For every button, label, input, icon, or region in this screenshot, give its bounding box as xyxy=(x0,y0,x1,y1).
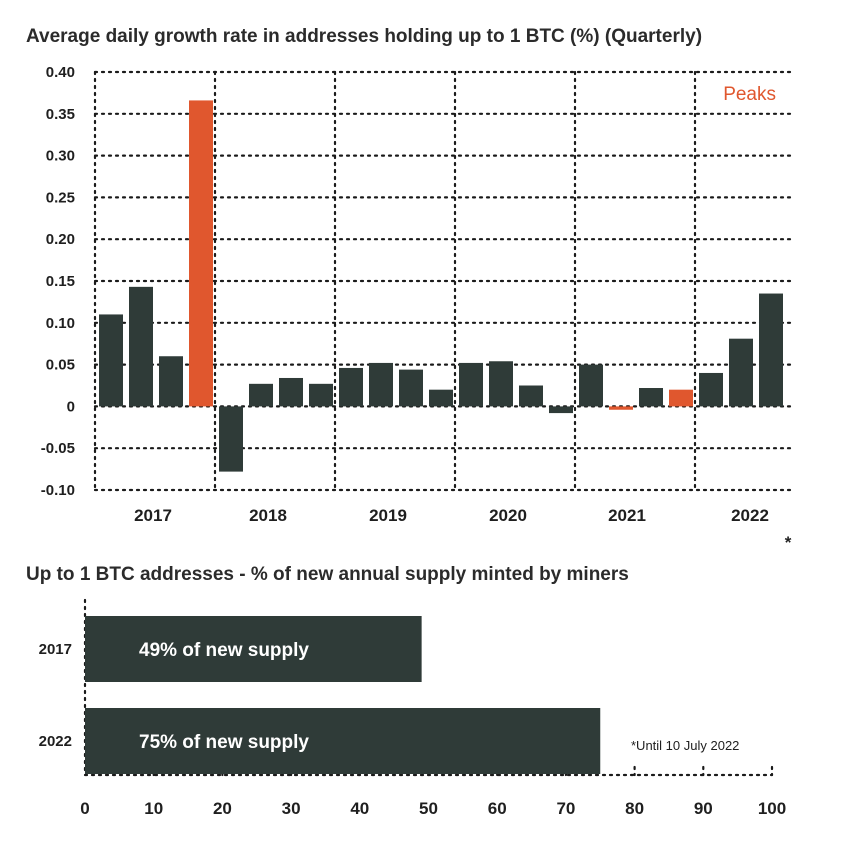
bar-2022-q2 xyxy=(729,338,753,407)
y-tick-label: 0.30 xyxy=(46,148,75,165)
y-tick-label: 0.10 xyxy=(46,315,75,332)
chart-1-bars xyxy=(99,100,783,472)
bar-2017-q3 xyxy=(159,356,183,407)
x-tick-label: 2018 xyxy=(249,506,287,525)
bar-2021-q3 xyxy=(639,388,663,407)
bar-2020-q4 xyxy=(549,406,573,414)
y-tick-label: 0 xyxy=(67,398,75,415)
y-tick-label: 0.15 xyxy=(46,273,75,290)
bar-2021-q2 xyxy=(609,406,633,410)
x-tick-label: 50 xyxy=(419,799,438,818)
x-tick-label: 10 xyxy=(144,799,163,818)
hbar-label: 49% of new supply xyxy=(139,640,309,661)
bar-2020-q1 xyxy=(459,362,483,407)
bar-2021-q4 xyxy=(669,389,693,407)
bar-2017-q4 xyxy=(189,100,213,407)
bar-2017-q2 xyxy=(129,286,153,407)
bar-2019-q4 xyxy=(429,389,453,407)
chart-2-bars: 49% of new supply 2017 75% of new supply 20… xyxy=(39,616,601,774)
chart-1-title: Average daily growth rate in addresses h… xyxy=(26,26,702,47)
x-tick-label: 30 xyxy=(282,799,301,818)
bar-2019-q1 xyxy=(339,367,363,407)
y-category-label: 2017 xyxy=(39,641,72,658)
chart-2-title: Up to 1 BTC addresses - % of new annual … xyxy=(26,564,629,585)
bar-2019-q3 xyxy=(399,369,423,407)
bar-2019-q2 xyxy=(369,362,393,407)
bar-2017-q1 xyxy=(99,314,123,407)
bar-2018-q4 xyxy=(309,383,333,407)
x-tick-label: 40 xyxy=(350,799,369,818)
chart-1-peaks-legend: Peaks xyxy=(723,84,776,105)
y-tick-label: 0.25 xyxy=(46,189,75,206)
x-tick-label: 2019 xyxy=(369,506,407,525)
y-category-label: 2022 xyxy=(39,733,72,750)
x-tick-label: 2017 xyxy=(134,506,172,525)
bar-2021-q1 xyxy=(579,364,603,407)
y-tick-label: 0.05 xyxy=(46,357,75,374)
x-tick-label: 70 xyxy=(556,799,575,818)
x-tick-label: 2020 xyxy=(489,506,527,525)
x-tick-label: 100 xyxy=(758,799,786,818)
bar-2022-q3 xyxy=(759,293,783,407)
y-tick-label: 0.35 xyxy=(46,106,75,123)
chart-2-note: *Until 10 July 2022 xyxy=(631,738,739,753)
x-tick-label: 2021 xyxy=(608,506,646,525)
x-tick-label: 80 xyxy=(625,799,644,818)
chart-1-x-axis: 2017 2018 2019 2020 2021 2022 xyxy=(134,506,769,525)
chart-1-y-axis: 0.40 0.35 0.30 0.25 0.20 0.15 0.10 0.05 0 -0.05 -0… xyxy=(41,64,75,499)
x-tick-label: 0 xyxy=(80,799,89,818)
bar-2018-q3 xyxy=(279,377,303,407)
y-tick-label: 0.20 xyxy=(46,231,75,248)
y-tick-label: 0.40 xyxy=(46,64,75,81)
chart-2-x-axis: 0 10 20 30 40 50 60 70 80 90 100 xyxy=(80,799,786,818)
bar-2018-q1 xyxy=(219,406,243,472)
y-tick-label: -0.10 xyxy=(41,482,75,499)
bar-2020-q3 xyxy=(519,385,543,407)
y-tick-label: -0.05 xyxy=(41,440,75,457)
chart-1-asterisk: * xyxy=(785,533,792,552)
x-tick-label: 60 xyxy=(488,799,507,818)
hbar-2017 xyxy=(85,616,422,682)
bar-2020-q2 xyxy=(489,361,513,407)
hbar-2022 xyxy=(85,708,601,774)
x-tick-label: 20 xyxy=(213,799,232,818)
x-tick-label: 2022 xyxy=(731,506,769,525)
bar-2018-q2 xyxy=(249,383,273,407)
bar-2022-q1 xyxy=(699,372,723,407)
x-tick-label: 90 xyxy=(694,799,713,818)
hbar-label: 75% of new supply xyxy=(139,732,309,753)
